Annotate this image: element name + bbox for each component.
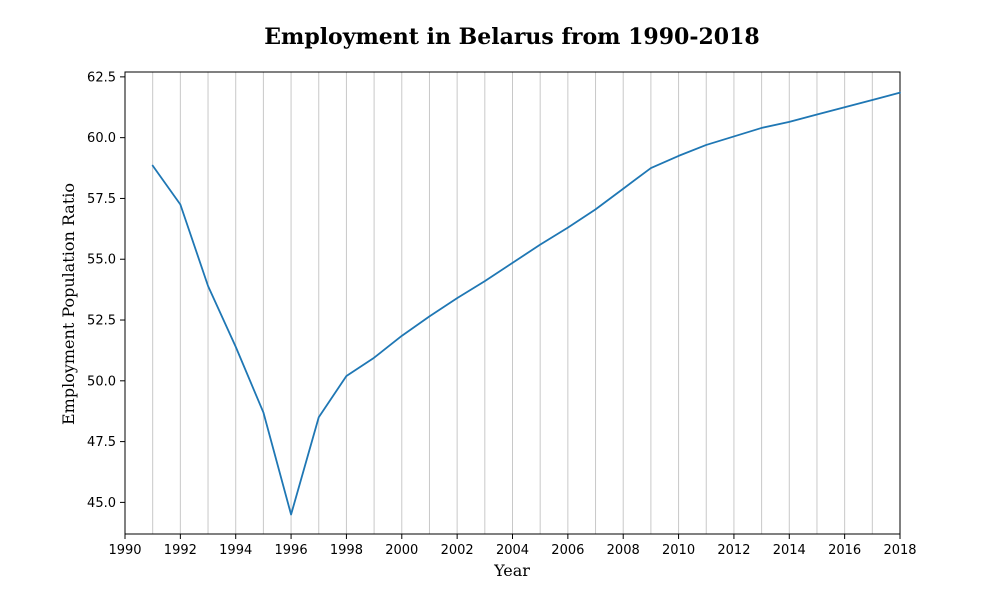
ticks: 1990 1992 1994 1996 1998 2000 2002 2004 2006 2008… xyxy=(87,70,917,558)
chart-title: Employment in Belarus from 1990-2018 xyxy=(264,24,759,50)
x-tick-label-2018: 2018 xyxy=(883,543,916,558)
x-tick-label-2010: 2010 xyxy=(662,543,695,558)
x-tick-label-2006: 2006 xyxy=(551,543,584,558)
x-tick-label-2004: 2004 xyxy=(496,543,529,558)
series xyxy=(151,91,901,516)
gridlines xyxy=(124,72,901,534)
x-tick-label-1994: 1994 xyxy=(219,543,252,558)
x-tick-label-2002: 2002 xyxy=(441,543,474,558)
y-tick-label-55.0: 55.0 xyxy=(87,253,116,268)
y-tick-label-45.0: 45.0 xyxy=(87,496,116,511)
x-axis-label: Year xyxy=(493,561,530,580)
y-tick-label-62.5: 62.5 xyxy=(87,70,116,85)
series-line xyxy=(151,91,901,516)
y-tick-label-57.5: 57.5 xyxy=(87,192,116,207)
y-tick-label-47.5: 47.5 xyxy=(87,435,116,450)
y-tick-label-50.0: 50.0 xyxy=(87,374,116,389)
x-tick-label-1992: 1992 xyxy=(164,543,197,558)
y-tick-label-52.5: 52.5 xyxy=(87,314,116,329)
y-axis-label: Employment Population Ratio xyxy=(59,183,78,425)
y-tick-label-60.0: 60.0 xyxy=(87,131,116,146)
x-tick-label-2008: 2008 xyxy=(607,543,640,558)
x-tick-label-2012: 2012 xyxy=(717,543,750,558)
x-tick-label-2000: 2000 xyxy=(385,543,418,558)
x-tick-label-1998: 1998 xyxy=(330,543,363,558)
x-tick-label-2016: 2016 xyxy=(828,543,861,558)
x-tick-label-1990: 1990 xyxy=(108,543,141,558)
x-tick-label-2014: 2014 xyxy=(773,543,806,558)
x-tick-label-1996: 1996 xyxy=(275,543,308,558)
